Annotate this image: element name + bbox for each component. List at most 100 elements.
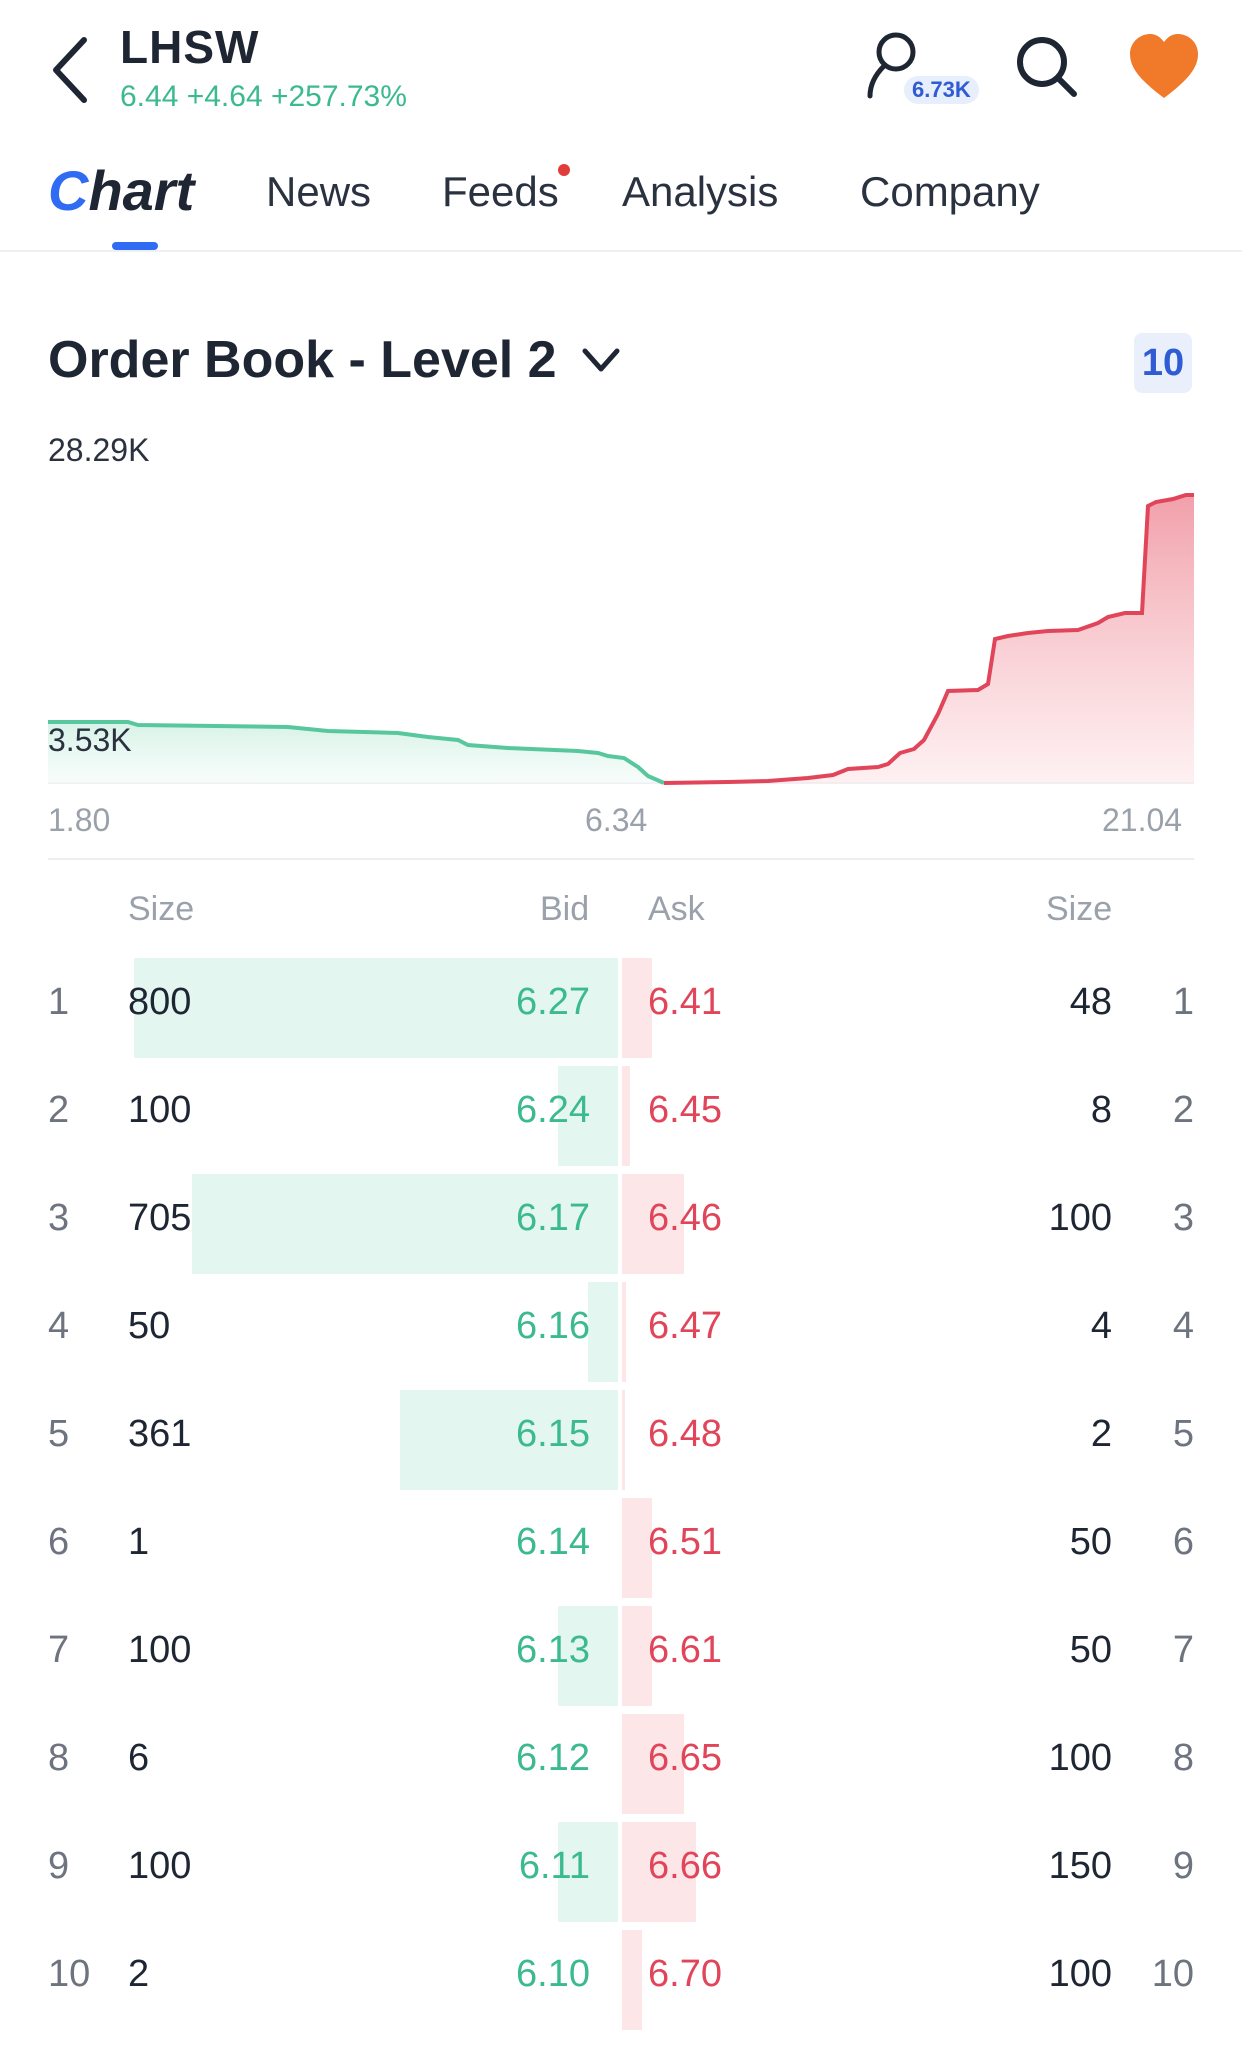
depth-chart — [48, 493, 1194, 785]
row-index: 6 — [48, 1521, 70, 1563]
bid-price: 6.17 — [516, 1197, 590, 1239]
bid-volume-bar — [192, 1174, 618, 1274]
ask-size: 8 — [1090, 1089, 1112, 1131]
order-book-title: Order Book - Level 2 — [48, 331, 557, 389]
ask-size: 50 — [1069, 1629, 1112, 1671]
bid-size-header: Size — [128, 890, 195, 928]
chevron-down-icon — [582, 348, 620, 372]
row-index-right: 6 — [1172, 1521, 1194, 1563]
ask-size: 2 — [1090, 1413, 1112, 1455]
row-index-right: 3 — [1172, 1197, 1194, 1239]
ask-header: Ask — [648, 890, 705, 928]
ask-volume-bar — [622, 1066, 630, 1166]
tab-feeds[interactable]: Feeds — [442, 168, 559, 216]
bid-size: 6 — [128, 1737, 150, 1779]
top-bar: LHSW 6.44 +4.64 +257.73% 6.73K — [0, 0, 1242, 120]
bid-volume-bar — [558, 1066, 618, 1166]
bid-volume-bar — [558, 1606, 618, 1706]
user-icon — [867, 32, 916, 99]
ask-price: 6.48 — [648, 1413, 722, 1455]
search-button[interactable] — [1012, 32, 1082, 102]
back-button[interactable] — [46, 34, 98, 106]
ask-price: 6.66 — [648, 1845, 722, 1887]
bid-size: 100 — [128, 1845, 192, 1887]
followers-button[interactable]: 6.73K — [864, 30, 979, 110]
watchlist-button[interactable] — [1126, 32, 1202, 102]
bid-price: 6.10 — [516, 1953, 590, 1995]
ask-price: 6.51 — [648, 1521, 722, 1563]
y-axis-mid-label: 3.53K — [48, 722, 132, 758]
row-index-right: 2 — [1172, 1089, 1194, 1131]
bid-size: 800 — [128, 981, 192, 1023]
ask-volume-bar — [622, 1822, 696, 1922]
row-index-right: 4 — [1172, 1305, 1194, 1347]
ask-depth-line — [663, 493, 1194, 785]
row-index: 4 — [48, 1305, 70, 1347]
row-index: 7 — [48, 1629, 70, 1671]
order-book-row: 1 800 6.27 6.41 48 1 — [0, 950, 1242, 1058]
ask-volume-bar — [622, 1498, 652, 1598]
ask-volume-bar — [622, 1930, 642, 2030]
bid-volume-bar — [588, 1282, 618, 1382]
y-axis-max-label: 28.29K — [48, 432, 150, 468]
ask-size: 48 — [1069, 981, 1112, 1023]
row-index-right: 9 — [1172, 1845, 1194, 1887]
order-book-selector[interactable]: Order Book - Level 2 — [48, 330, 621, 390]
tab-chart[interactable]: Chart — [48, 159, 195, 222]
bid-volume-bar — [400, 1390, 618, 1490]
ask-volume-bar — [622, 1606, 652, 1706]
bid-ask-separator — [618, 950, 622, 2049]
depth-level-button[interactable]: 10 — [1134, 333, 1192, 393]
chevron-left-icon — [53, 37, 87, 103]
bid-price: 6.14 — [516, 1521, 590, 1563]
order-book-row: 10 2 6.10 6.70 100 10 — [0, 1922, 1242, 2030]
x-axis-left-label: 1.80 — [48, 802, 111, 838]
bid-price: 6.11 — [518, 1845, 590, 1887]
tab-news[interactable]: News — [266, 168, 372, 215]
bid-size: 705 — [128, 1197, 192, 1239]
tab-analysis[interactable]: Analysis — [622, 168, 779, 215]
x-axis-right-label: 21.04 — [1102, 802, 1183, 838]
row-index: 8 — [48, 1737, 70, 1779]
ask-size: 100 — [1048, 1953, 1112, 1995]
row-index-right: 1 — [1172, 981, 1194, 1023]
x-axis-center-label: 6.34 — [585, 802, 648, 838]
row-index: 2 — [48, 1089, 70, 1131]
row-index-right: 10 — [1151, 1953, 1194, 1995]
price-change: 6.44 +4.64 +257.73% — [120, 80, 407, 113]
bid-price: 6.12 — [516, 1737, 590, 1779]
ask-size-header: Size — [1046, 890, 1113, 928]
bid-size: 1 — [128, 1521, 150, 1563]
ask-price: 6.47 — [648, 1305, 722, 1347]
bid-header: Bid — [540, 890, 590, 928]
ask-volume-bar — [622, 1714, 684, 1814]
active-tab-indicator — [112, 242, 158, 250]
tab-bar: Chart News Feeds Analysis Company — [0, 150, 1242, 252]
row-index: 5 — [48, 1413, 70, 1455]
order-book-row: 8 6 6.12 6.65 100 8 — [0, 1706, 1242, 1814]
chart-divider — [48, 858, 1194, 860]
notification-dot — [558, 164, 570, 176]
ask-price: 6.41 — [648, 981, 722, 1023]
bid-size: 361 — [128, 1413, 192, 1455]
bid-depth-area — [48, 722, 664, 783]
ask-price: 6.65 — [648, 1737, 722, 1779]
ask-size: 4 — [1090, 1305, 1112, 1347]
ask-price: 6.46 — [648, 1197, 722, 1239]
ask-volume-bar — [622, 958, 652, 1058]
order-book-row: 6 1 6.14 6.51 50 6 — [0, 1490, 1242, 1598]
order-book-row: 9 100 6.11 6.66 150 9 — [0, 1814, 1242, 1922]
order-book-row: 4 50 6.16 6.47 4 4 — [0, 1274, 1242, 1382]
bid-volume-bar — [134, 958, 618, 1058]
ask-depth-area — [664, 495, 1194, 783]
tab-feeds-label: Feeds — [442, 168, 559, 215]
row-index: 10 — [48, 1953, 91, 1995]
ask-price: 6.70 — [648, 1953, 722, 1995]
ask-volume-bar — [622, 1390, 625, 1490]
ticker-symbol: LHSW — [120, 21, 260, 73]
bid-depth-line — [48, 720, 665, 785]
bid-size: 50 — [128, 1305, 171, 1347]
tab-company[interactable]: Company — [860, 168, 1040, 215]
order-book-row: 3 705 6.17 6.46 100 3 — [0, 1166, 1242, 1274]
order-book-row: 5 361 6.15 6.48 2 5 — [0, 1382, 1242, 1490]
